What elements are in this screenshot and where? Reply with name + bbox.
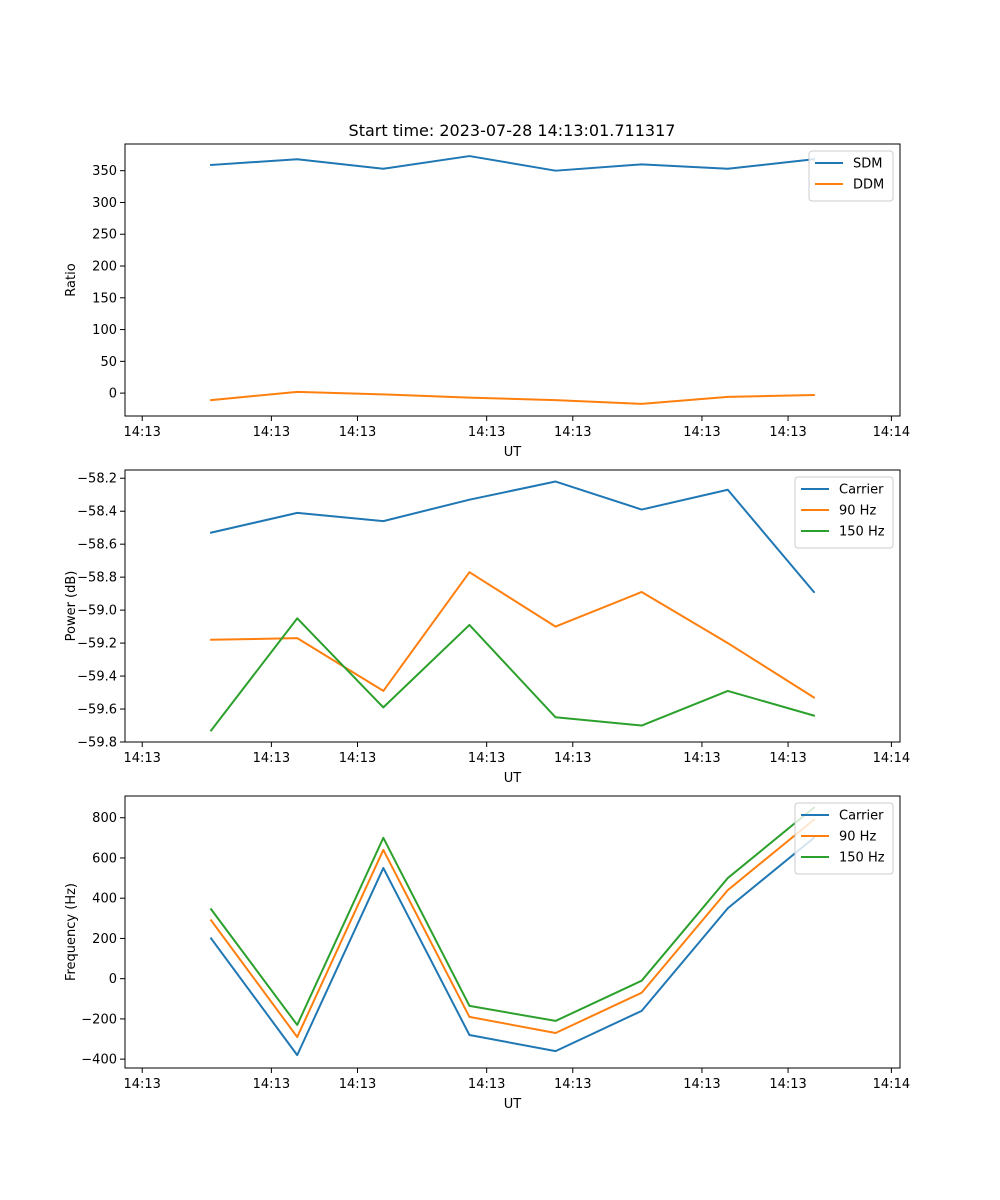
legend: Carrier 90 Hz 150 Hz [794, 802, 894, 875]
chart-panel-1: 0 50 100 150 200 250 300 350 14:13 14:13 14:13 14:1… [64, 143, 910, 460]
x-tick-label: 14:13 [468, 751, 505, 766]
x-tick-label: 14:13 [253, 425, 290, 440]
y-tick-label: 0 [109, 972, 117, 987]
x-tick-label: 14:14 [873, 425, 910, 440]
y-tick-label: 200 [92, 932, 117, 947]
x-tick-label: 14:13 [339, 425, 376, 440]
x-tick-label: 14:14 [873, 751, 910, 766]
chart-panel-3: −400 −200 0 200 400 600 800 14:13 14:13 14:13 14:1… [64, 795, 910, 1112]
y-tick-label: −59.6 [77, 703, 117, 718]
y-tick-label: 350 [92, 164, 117, 179]
x-tick-label: 14:13 [468, 1077, 505, 1092]
x-tick-label: 14:13 [554, 425, 591, 440]
x-tick-label: 14:13 [123, 1077, 160, 1092]
y-tick-label: −58.2 [77, 472, 117, 487]
y-tick-label: −58.6 [77, 538, 117, 553]
series-line-150-hz [209, 806, 816, 1026]
legend-label: 150 Hz [839, 525, 885, 540]
x-axis-label: UT [504, 445, 522, 460]
y-tick-label: −59.8 [77, 736, 117, 751]
y-tick-label: 300 [92, 196, 117, 211]
legend-label: 150 Hz [839, 851, 885, 866]
y-tick-label: 200 [92, 260, 117, 275]
y-tick-label: −59.4 [77, 670, 117, 685]
series-line-90-hz [210, 571, 816, 699]
x-tick-label: 14:13 [123, 751, 160, 766]
y-tick-label: 100 [92, 323, 117, 338]
y-tick-label: 150 [92, 291, 117, 306]
legend: SDM DDM [808, 150, 894, 202]
figure-title: Start time: 2023-07-28 14:13:01.711317 [349, 121, 676, 140]
chart-panels: 0 50 100 150 200 250 300 350 14:13 14:13 14:13 14:1… [64, 143, 910, 1112]
legend-label: Carrier [839, 809, 884, 824]
legend-label: Carrier [839, 483, 884, 498]
y-axis-label: Power (dB) [64, 571, 79, 642]
x-tick-label: 14:13 [339, 1077, 376, 1092]
legend-label: SDM [853, 157, 882, 172]
x-tick-label: 14:13 [769, 425, 806, 440]
x-tick-label: 14:13 [683, 751, 720, 766]
y-tick-label: 250 [92, 228, 117, 243]
legend-label: 90 Hz [839, 830, 876, 845]
x-axis-label: UT [504, 1097, 522, 1112]
y-tick-label: 400 [92, 892, 117, 907]
y-tick-label: −59.0 [77, 604, 117, 619]
y-tick-label: 50 [100, 355, 117, 370]
y-tick-label: 800 [92, 811, 117, 826]
y-axis-label: Ratio [64, 263, 79, 296]
x-tick-label: 14:13 [339, 751, 376, 766]
series-line-carrier [209, 836, 816, 1057]
y-tick-label: −200 [81, 1012, 117, 1027]
series-line-ddm [210, 390, 815, 405]
y-tick-label: 0 [109, 387, 117, 402]
x-tick-label: 14:13 [253, 751, 290, 766]
x-tick-label: 14:13 [554, 751, 591, 766]
legend: Carrier 90 Hz 150 Hz [794, 476, 894, 549]
x-tick-label: 14:13 [769, 1077, 806, 1092]
series-line-sdm [210, 155, 815, 172]
y-tick-label: 600 [92, 851, 117, 866]
series-line-150-hz [209, 617, 816, 732]
plot-frame [124, 469, 901, 743]
x-tick-label: 14:13 [123, 425, 160, 440]
y-axis-label: Frequency (Hz) [64, 883, 79, 981]
plot-frame [124, 795, 901, 1069]
x-tick-label: 14:13 [683, 425, 720, 440]
x-tick-label: 14:13 [554, 1077, 591, 1092]
x-axis-label: UT [504, 771, 522, 786]
y-tick-label: −400 [81, 1053, 117, 1068]
series-line-90-hz [209, 818, 816, 1039]
x-tick-label: 14:14 [873, 1077, 910, 1092]
plot-frame [124, 143, 901, 417]
legend-label: 90 Hz [839, 504, 876, 519]
chart-panel-2: −59.8 −59.6 −59.4 −59.2 −59.0 −58.8 −58.6 −58.4… [64, 469, 910, 786]
y-tick-label: −58.4 [77, 505, 117, 520]
series-line-carrier [209, 480, 816, 594]
y-tick-label: −59.2 [77, 637, 117, 652]
x-tick-label: 14:13 [769, 751, 806, 766]
y-tick-label: −58.8 [77, 571, 117, 586]
legend-label: DDM [853, 178, 884, 193]
x-tick-label: 14:13 [683, 1077, 720, 1092]
x-tick-label: 14:13 [253, 1077, 290, 1092]
x-tick-label: 14:13 [468, 425, 505, 440]
